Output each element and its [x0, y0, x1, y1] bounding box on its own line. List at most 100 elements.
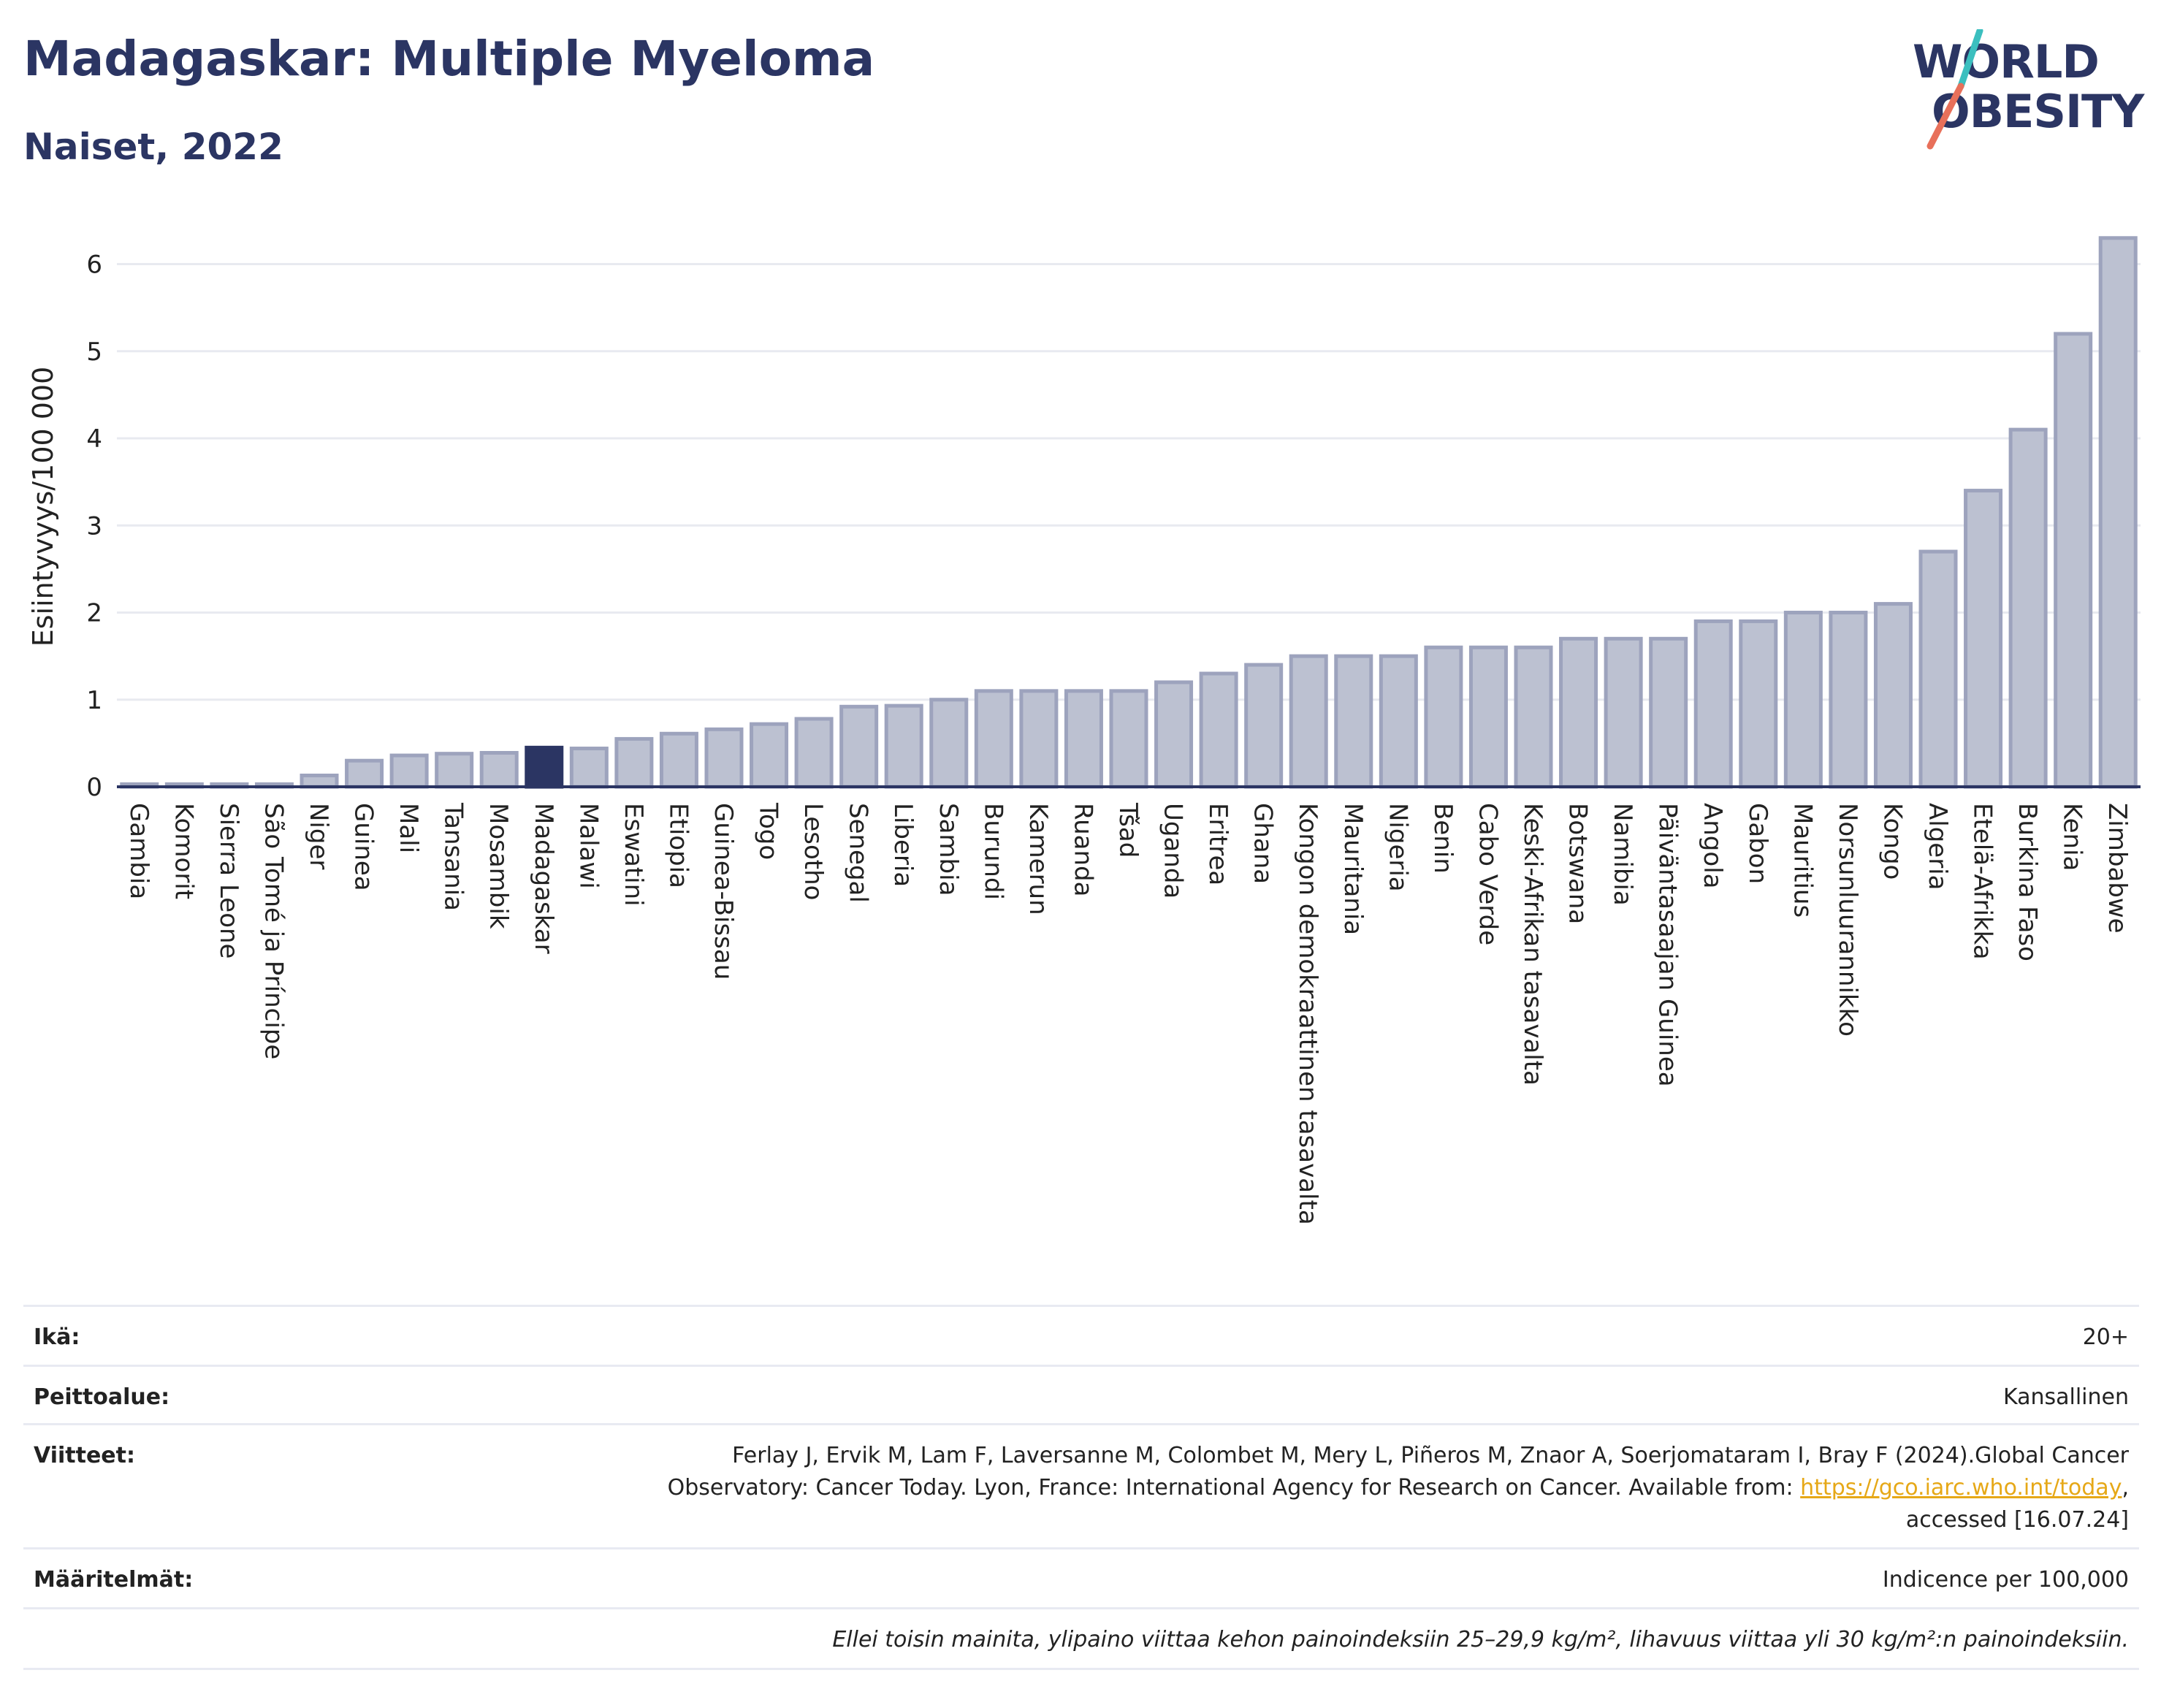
y-tick-label: 3	[86, 511, 102, 541]
bar-chart: 0 1 2 3 4 5 6 Esiintyvyys/100 000 Gambia Komorit S…	[27, 236, 2141, 1225]
y-tick-label: 0	[86, 773, 102, 802]
age-label: Ikä:	[34, 1324, 80, 1350]
x-tick-label: Kenia	[2058, 803, 2087, 871]
bar	[1873, 602, 1913, 789]
x-tick-label: Nigeria	[1383, 803, 1412, 892]
bar	[2098, 236, 2138, 789]
x-tick-label: Mauritania	[1338, 803, 1368, 935]
x-tick-label: Botswana	[1563, 803, 1593, 924]
references-line-2-text: Observatory: Cancer Today. Lyon, France:…	[667, 1475, 1801, 1501]
x-tick-label: Angola	[1698, 803, 1727, 888]
logo-line-2: OBESITY	[1932, 85, 2144, 138]
coverage-label: Peittoalue:	[34, 1384, 170, 1410]
x-tick-label: Mauritius	[1788, 803, 1817, 918]
x-tick-label: Lesotho	[799, 803, 828, 900]
bar	[1693, 619, 1733, 789]
x-tick-label: Togo	[754, 802, 783, 860]
y-tick-label: 5	[86, 338, 102, 367]
bar	[569, 747, 609, 789]
definitions-label: Määritelmät:	[34, 1567, 194, 1593]
bar	[1379, 654, 1418, 789]
x-tick-label: Benin	[1428, 803, 1457, 874]
bar	[704, 727, 744, 789]
x-tick-label: Cabo Verde	[1473, 803, 1502, 945]
references-line-2-end: ,	[2122, 1475, 2129, 1501]
references-link[interactable]: https://gco.iarc.who.int/today	[1800, 1475, 2122, 1501]
chart-subtitle: Naiset, 2022	[23, 126, 283, 168]
x-tick-label: São Tomé ja Príncipe	[259, 803, 288, 1059]
bar	[479, 750, 519, 789]
x-tick-label: Gambia	[124, 803, 153, 899]
x-tick-label: Guinea-Bissau	[709, 803, 738, 980]
x-tick-label: Ruanda	[1068, 803, 1097, 896]
meta-row-note: Ellei toisin mainita, ylipaino viittaa k…	[23, 1607, 2139, 1670]
bar	[974, 689, 1013, 789]
bar	[1064, 689, 1103, 789]
x-tick-label: Etiopia	[663, 803, 693, 888]
x-tick-label: Senegal	[844, 803, 873, 903]
y-tick-label: 2	[86, 599, 102, 628]
x-tick-label: Eswatini	[619, 803, 648, 907]
x-tick-label: Kongo	[1878, 803, 1907, 880]
x-tick-label: Uganda	[1159, 803, 1188, 899]
bar	[750, 722, 789, 789]
y-axis-label: Esiintyvyys/100 000	[27, 367, 59, 647]
references-value: Ferlay J, Ervik M, Lam F, Laversanne M, …	[668, 1440, 2129, 1536]
x-tick-label: Komorit	[169, 803, 198, 899]
references-line-1: Ferlay J, Ervik M, Lam F, Laversanne M, …	[732, 1443, 2129, 1468]
bar	[1604, 636, 1643, 789]
age-value: 20+	[2082, 1324, 2129, 1350]
bar	[389, 753, 429, 789]
definitions-value: Indicence per 100,000	[1882, 1567, 2129, 1593]
world-obesity-logo: WORLD OBESITY	[1899, 29, 2144, 161]
bar	[794, 717, 834, 789]
bar	[1829, 611, 1868, 789]
bar	[1289, 654, 1328, 789]
x-tick-label: Algeria	[1923, 803, 1952, 890]
x-tick-label: Mali	[394, 803, 423, 853]
x-tick-label: Liberia	[888, 803, 918, 887]
x-tick-label: Guinea	[349, 803, 378, 891]
logo-line-1: WORLD	[1913, 35, 2100, 88]
x-tick-label: Norsunluurannikko	[1833, 803, 1862, 1037]
bar	[884, 704, 923, 789]
x-tick-label: Burkina Faso	[2013, 803, 2042, 961]
bar	[345, 758, 384, 789]
x-tick-label: Sambia	[934, 803, 963, 896]
x-tick-label: Etelä-Afrikka	[1968, 803, 1997, 960]
x-tick-label: Ghana	[1249, 803, 1278, 884]
references-line-3: accessed [16.07.24]	[1905, 1507, 2129, 1533]
bar	[1739, 619, 1778, 789]
x-tick-label: Niger	[304, 803, 333, 869]
bar	[1109, 689, 1148, 789]
bar	[2054, 332, 2093, 789]
x-tick-label: Kongon demokraattinen tasavalta	[1293, 803, 1322, 1225]
meta-row-age: Ikä: 20+	[23, 1305, 2139, 1367]
logo-slash-icon	[1926, 29, 1983, 150]
bar	[1244, 663, 1284, 789]
references-label: Viitteet:	[34, 1443, 135, 1468]
x-tick-label: Tšad	[1113, 802, 1143, 858]
x-tick-label: Gabon	[1743, 803, 1772, 884]
coverage-value: Kansallinen	[2002, 1384, 2129, 1410]
x-tick-label: Namibia	[1608, 803, 1637, 906]
y-tick-label: 1	[86, 686, 102, 715]
bar	[659, 731, 698, 789]
bar	[614, 736, 654, 789]
footnote: Ellei toisin mainita, ylipaino viittaa k…	[832, 1627, 2129, 1652]
bar	[1468, 645, 1508, 789]
x-tick-label: Mosambik	[484, 803, 513, 929]
bar	[1649, 636, 1688, 789]
x-tick-label: Päiväntasaajan Guinea	[1653, 803, 1682, 1087]
bar	[1424, 645, 1463, 789]
x-tick-label: Eritrea	[1203, 803, 1232, 885]
bar	[1964, 489, 2003, 789]
bar	[1514, 645, 1553, 789]
x-tick-label: Sierra Leone	[214, 803, 243, 958]
bar	[2008, 427, 2048, 789]
bar	[1199, 671, 1238, 789]
bar	[1559, 636, 1598, 789]
x-tick-label: Keski-Afrikan tasavalta	[1518, 803, 1547, 1086]
meta-row-definitions: Määritelmät: Indicence per 100,000	[23, 1547, 2139, 1609]
meta-row-coverage: Peittoalue: Kansallinen	[23, 1365, 2139, 1425]
